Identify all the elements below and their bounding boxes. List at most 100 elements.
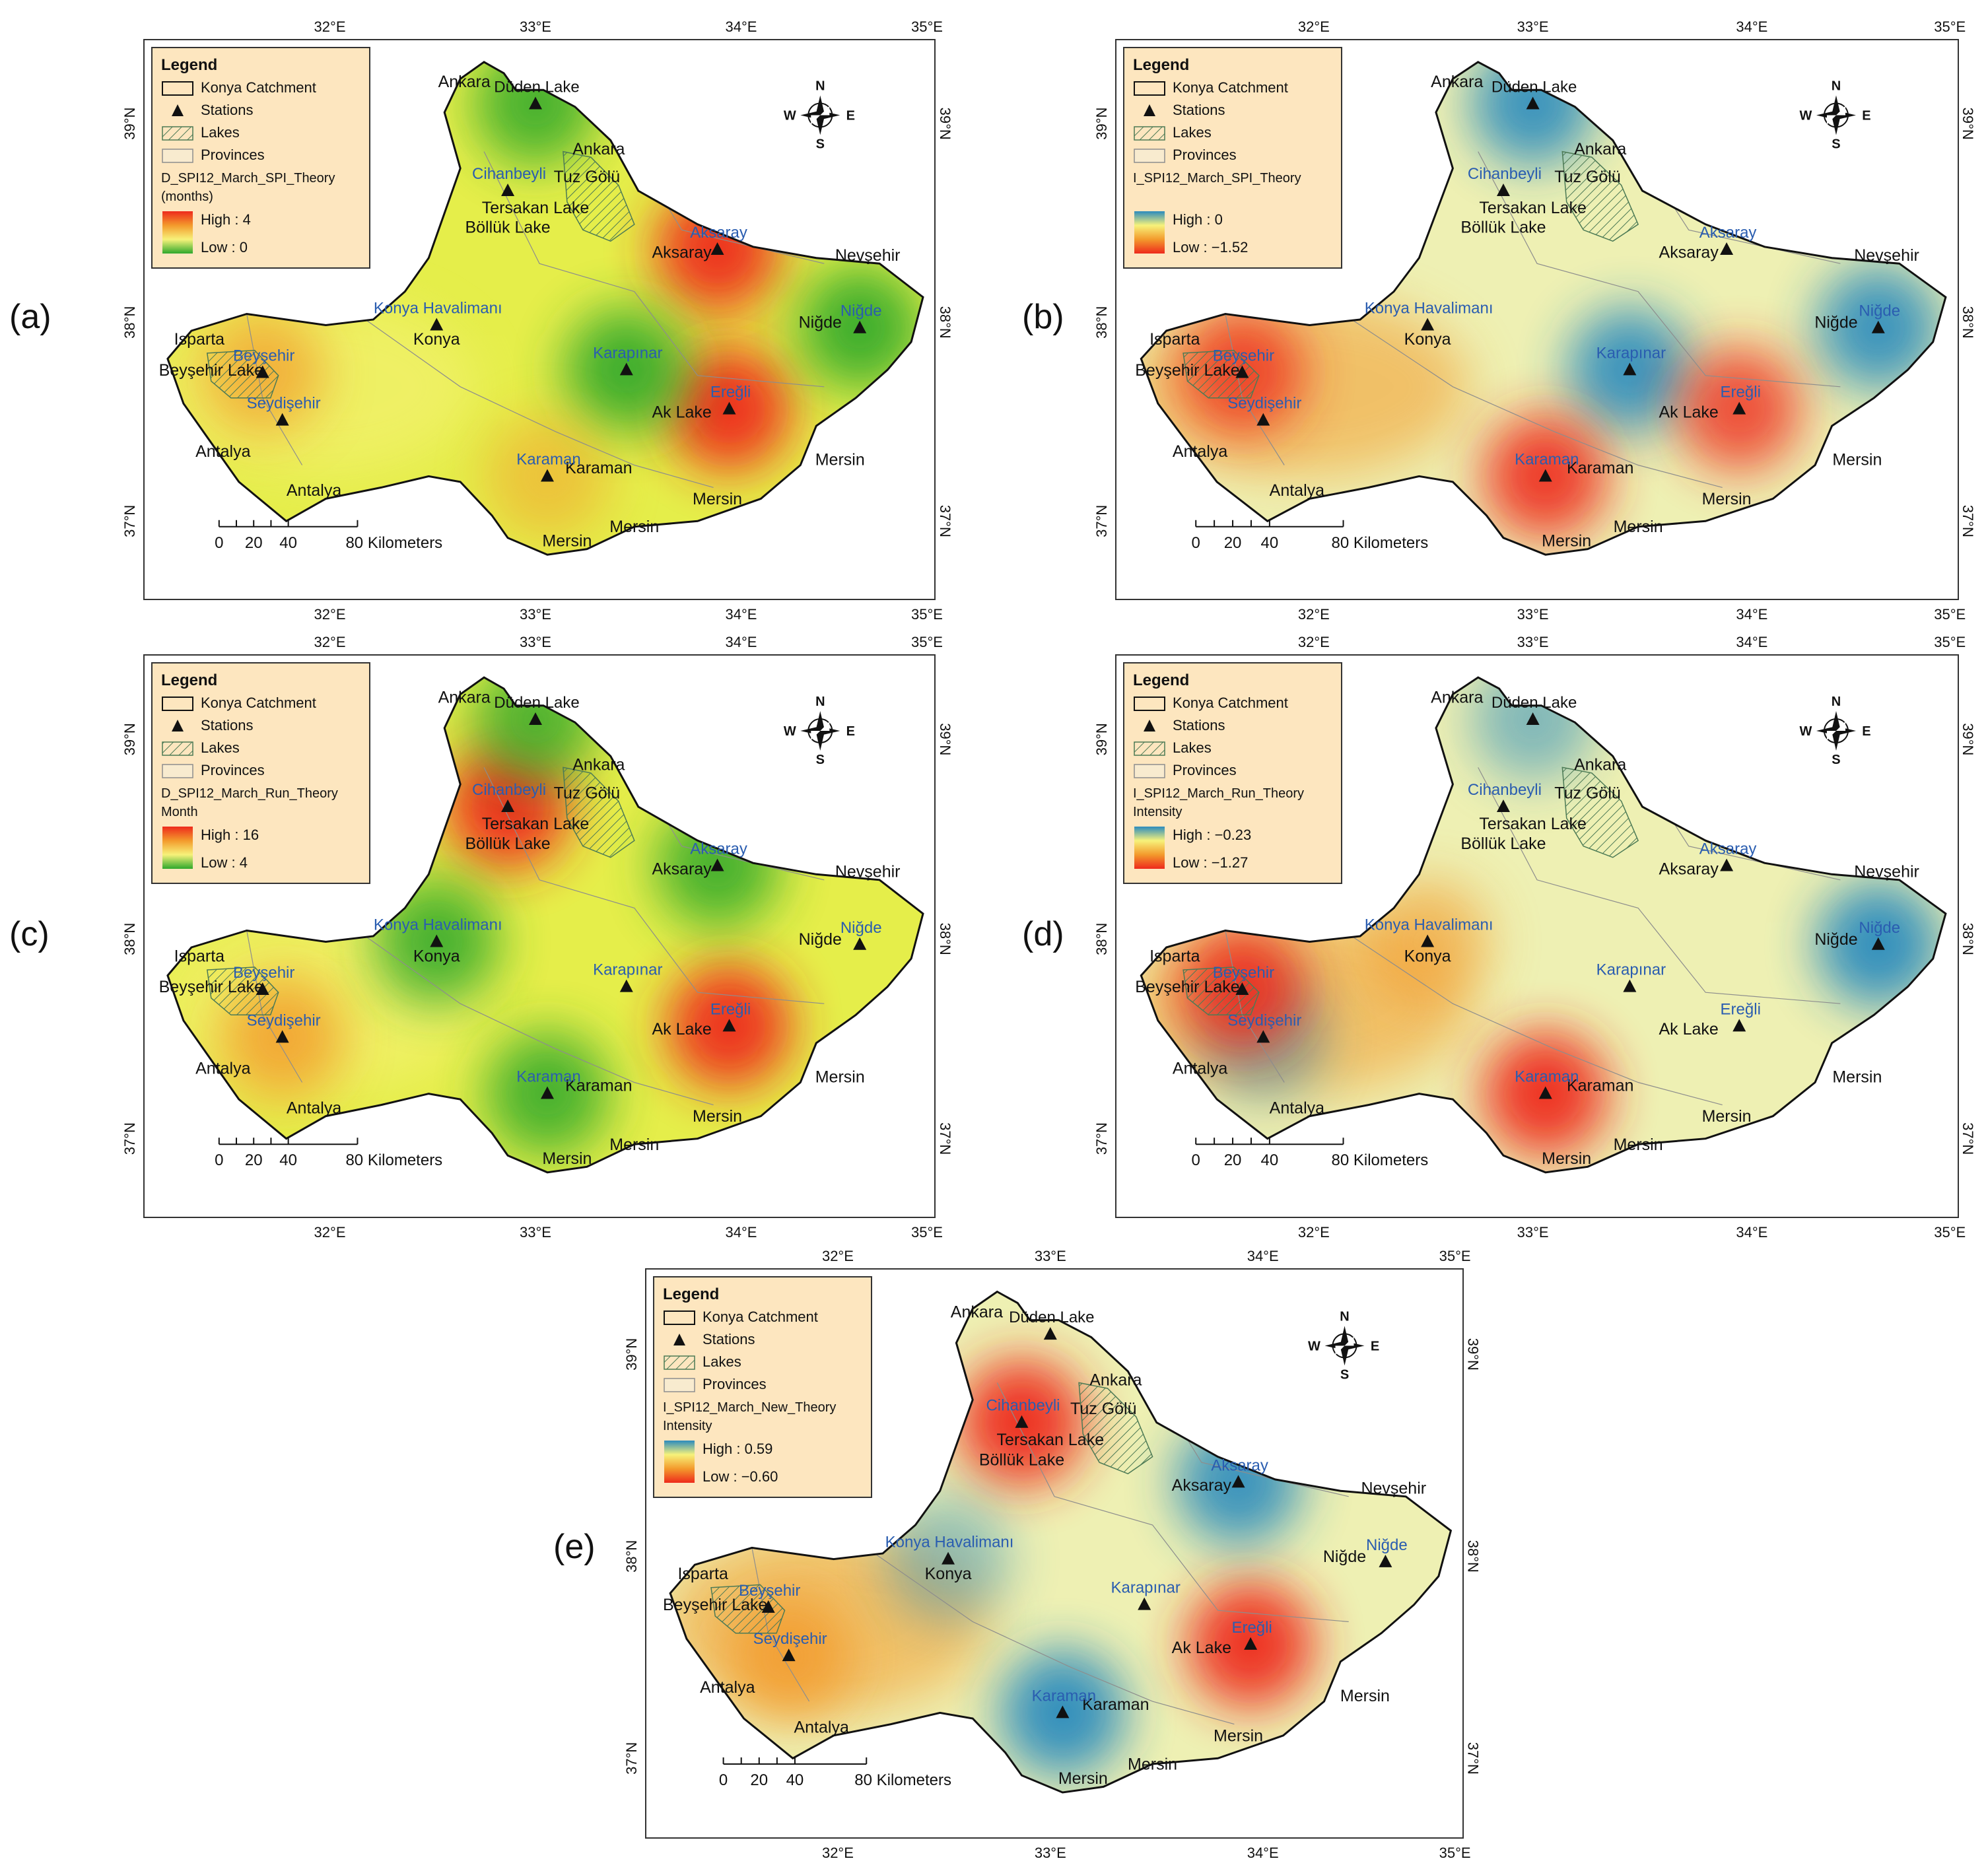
scale-tick-label: 20 bbox=[245, 534, 263, 552]
place-label: Tersakan Lake bbox=[482, 815, 590, 833]
lat-label-left: 37°N bbox=[121, 505, 138, 537]
station-marker bbox=[1538, 1086, 1552, 1099]
legend-high-value: High : −0.23 bbox=[1173, 827, 1251, 843]
scale-bar: 0 20 40 80 Kilometers bbox=[1192, 1138, 1429, 1169]
place-label: Mersin bbox=[542, 531, 592, 550]
lon-label-top: 35°E bbox=[911, 18, 943, 35]
place-label: Mersin bbox=[1542, 531, 1591, 550]
station-label: Karaman bbox=[1515, 1068, 1579, 1086]
station-label: Seydişehir bbox=[247, 395, 321, 413]
legend-high-value: High : 0 bbox=[1173, 211, 1223, 228]
place-label: Tersakan Lake bbox=[997, 1431, 1105, 1449]
legend-item-label: Lakes bbox=[201, 124, 240, 141]
map-panel-2: (b) 32°E 32°E 33°E 33°E 34°E 34°E 35°E 35°E 39°N 3… bbox=[1022, 18, 1976, 623]
lon-label-top: 34°E bbox=[726, 634, 757, 650]
place-label: Antalya bbox=[195, 442, 250, 461]
station-marker bbox=[275, 1030, 289, 1043]
station-label: Aksaray bbox=[1699, 224, 1757, 242]
place-label: Ak Lake bbox=[652, 1020, 711, 1038]
station-marker bbox=[1256, 1030, 1270, 1043]
compass-n: N bbox=[815, 695, 825, 709]
scale-tick-label: 20 bbox=[750, 1771, 768, 1789]
place-label: Mersin bbox=[1832, 450, 1882, 469]
lon-label-top: 33°E bbox=[520, 18, 551, 35]
legend-low-value: Low : 0 bbox=[201, 239, 248, 255]
place-label: Antalya bbox=[1270, 481, 1324, 500]
beysehir-lake bbox=[710, 1584, 786, 1634]
lat-label-right: 39°N bbox=[1960, 108, 1976, 140]
station-marker bbox=[782, 1649, 796, 1662]
compass-s: S bbox=[816, 137, 825, 151]
lat-label-right: 37°N bbox=[1960, 1122, 1976, 1155]
lon-label-top: 32°E bbox=[314, 18, 346, 35]
color-ramp bbox=[664, 1441, 695, 1483]
place-label: Beyşehir Lake bbox=[1135, 361, 1239, 380]
station-label: Ereğli bbox=[1231, 1619, 1272, 1637]
lat-label-right: 37°N bbox=[937, 1122, 953, 1155]
place-label: Ankara bbox=[438, 688, 491, 706]
place-label: Aksaray bbox=[1659, 244, 1719, 262]
lon-label-bottom: 35°E bbox=[1439, 1845, 1471, 1861]
place-label: Ankara bbox=[438, 73, 491, 91]
compass-w: W bbox=[1800, 108, 1812, 123]
scale-bar: 0 20 40 80 Kilometers bbox=[215, 520, 442, 552]
scale-tick-label: 40 bbox=[1261, 1151, 1279, 1169]
place-label: Karaman bbox=[1082, 1695, 1149, 1714]
lon-label-bottom: 34°E bbox=[726, 1224, 757, 1241]
place-label: Nevşehir bbox=[1361, 1479, 1426, 1497]
scale-tick-label: 0 bbox=[719, 1771, 728, 1789]
place-label: Nevşehir bbox=[1854, 246, 1919, 265]
legend-item-label: Lakes bbox=[1173, 739, 1212, 756]
station-marker bbox=[501, 799, 515, 813]
station-marker bbox=[853, 937, 867, 950]
station-marker bbox=[1623, 979, 1637, 992]
station-marker bbox=[722, 401, 736, 415]
legend-item-label: Stations bbox=[1173, 102, 1225, 118]
station-label: Aksaray bbox=[1211, 1456, 1268, 1474]
compass-n: N bbox=[1832, 79, 1841, 93]
beysehir-lake bbox=[1183, 967, 1260, 1016]
place-label: Ak Lake bbox=[1659, 1020, 1719, 1038]
scale-end-label: 80 Kilometers bbox=[345, 1151, 442, 1169]
place-label: Antalya bbox=[1173, 1060, 1227, 1078]
panel-letter: (d) bbox=[1022, 915, 1064, 953]
compass-s: S bbox=[1340, 1367, 1349, 1382]
place-label: Ankara bbox=[951, 1303, 1003, 1321]
legend-low-value: Low : −1.27 bbox=[1173, 854, 1248, 871]
place-label: Mersin bbox=[1214, 1726, 1263, 1745]
scale-end-label: 80 Kilometers bbox=[1332, 1151, 1429, 1169]
lon-label-top: 34°E bbox=[726, 18, 757, 35]
compass-w: W bbox=[784, 724, 796, 739]
lon-label-bottom: 32°E bbox=[314, 1224, 346, 1241]
place-label: Niğde bbox=[1814, 314, 1857, 332]
station-marker bbox=[275, 413, 289, 426]
place-label: Ak Lake bbox=[1172, 1639, 1231, 1657]
place-label: Tersakan Lake bbox=[1479, 815, 1587, 833]
station-marker bbox=[1720, 242, 1734, 255]
lon-label-bottom: 35°E bbox=[1934, 606, 1966, 623]
place-label: Ankara bbox=[1574, 140, 1626, 158]
legend-low-value: Low : −1.52 bbox=[1173, 239, 1248, 255]
tuz-golu-lake bbox=[563, 151, 635, 242]
station-label: Beyşehir bbox=[233, 347, 294, 365]
beysehir-lake bbox=[1183, 349, 1260, 399]
station-marker bbox=[1421, 934, 1435, 947]
place-label: Tuz Gölü bbox=[554, 784, 621, 802]
legend-box: Legend Konya Catchment Stations Lakes Provin… bbox=[1123, 662, 1342, 884]
tuz-golu-lake bbox=[1078, 1382, 1153, 1475]
station-marker bbox=[501, 183, 515, 196]
place-label: Karaman bbox=[565, 1076, 632, 1095]
place-label: Böllük Lake bbox=[979, 1450, 1064, 1469]
station-label: Niğde bbox=[840, 302, 882, 320]
north-arrow-icon: N S E W bbox=[784, 79, 855, 151]
station-label: Karapınar bbox=[1596, 961, 1666, 979]
lon-label-top: 34°E bbox=[1736, 634, 1767, 650]
station-label: Karaman bbox=[516, 450, 580, 468]
lon-label-top: 35°E bbox=[1934, 634, 1966, 650]
place-label: Tuz Gölü bbox=[1070, 1400, 1137, 1418]
station-marker bbox=[430, 318, 444, 331]
place-label: Konya bbox=[1404, 330, 1451, 349]
station-marker bbox=[529, 712, 543, 725]
station-label: Cihanbeyli bbox=[986, 1397, 1060, 1415]
station-marker bbox=[1244, 1637, 1258, 1650]
